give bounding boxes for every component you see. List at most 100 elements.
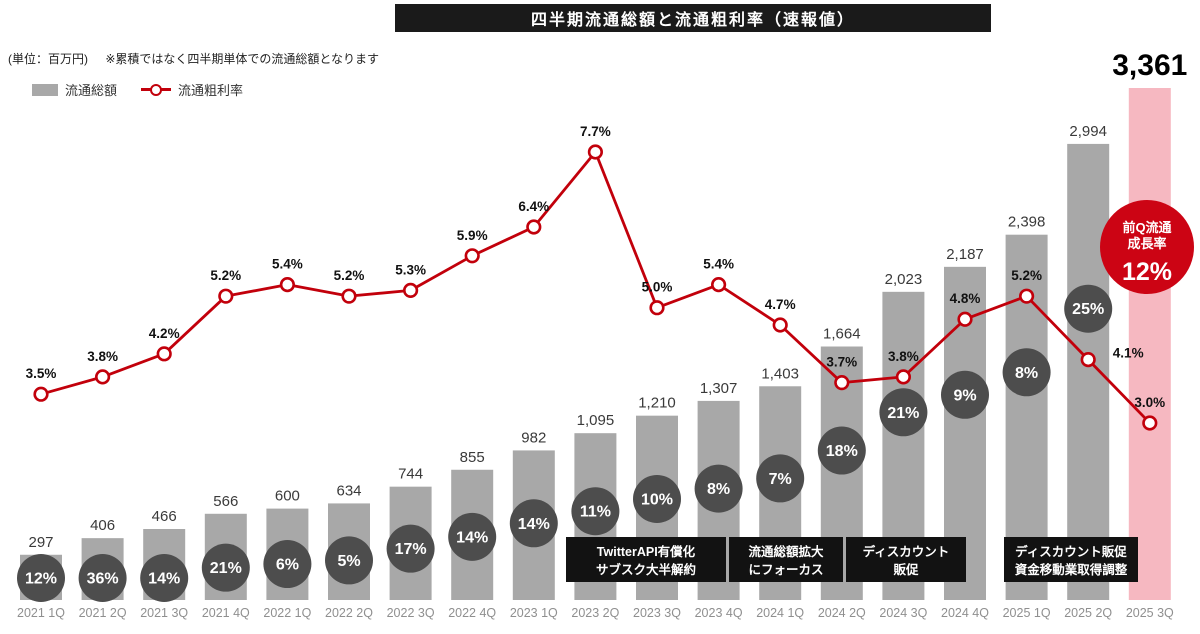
gross-margin-marker <box>94 369 111 385</box>
growth-bubble-label: 7% <box>769 471 792 488</box>
growth-bubble <box>448 512 497 561</box>
x-axis-label: 2023 1Q <box>510 606 558 620</box>
gross-margin-label: 5.0% <box>642 280 673 295</box>
gross-margin-marker <box>834 375 850 391</box>
annotation-box <box>729 537 843 582</box>
x-axis-label: 2024 4Q <box>941 606 989 620</box>
growth-badge-line2: 成長率 <box>1127 236 1166 251</box>
gross-margin-marker <box>1080 351 1096 368</box>
annotation-box <box>846 537 966 582</box>
bar-value-label: 406 <box>90 517 115 534</box>
growth-bubble <box>78 554 127 602</box>
x-axis-label: 2021 3Q <box>140 606 188 620</box>
growth-bubble <box>140 554 189 602</box>
growth-bubble <box>633 474 681 523</box>
legend-item-line: 流通粗利率 <box>141 80 243 99</box>
gross-margin-label: 5.4% <box>703 257 734 272</box>
gross-margin-marker <box>33 386 49 402</box>
annotation-text: にフォーカス <box>748 563 823 577</box>
gross-margin-label: 3.0% <box>1134 395 1165 410</box>
bar-value-label: 2,187 <box>946 246 984 263</box>
cumulative-note: ※累積ではなく四半期単体での流通総額となります <box>105 52 380 66</box>
annotation-text: 販促 <box>893 562 919 577</box>
x-axis-label: 2025 1Q <box>1003 606 1051 620</box>
annotation-text: ディスカウント <box>863 544 950 559</box>
gross-margin-label: 4.2% <box>149 326 180 341</box>
gross-margin-label: 5.2% <box>210 268 241 283</box>
bar-value-label: 982 <box>521 429 546 446</box>
x-axis-label: 2022 1Q <box>263 606 311 620</box>
gross-margin-marker <box>1018 288 1035 304</box>
gross-margin-label: 4.1% <box>1113 346 1144 361</box>
highlight-bar-value-label: 3,361 <box>1112 49 1187 82</box>
bar-value-label: 634 <box>336 482 361 499</box>
growth-bubble <box>263 540 312 589</box>
bar-value-label: 2,398 <box>1008 214 1046 231</box>
gross-margin-marker <box>526 219 542 235</box>
growth-bubble <box>386 524 435 573</box>
bar-value-label: 1,307 <box>700 380 738 397</box>
growth-bubble-label: 11% <box>580 504 611 521</box>
gross-margin-label: 3.8% <box>87 349 118 364</box>
growth-bubble <box>1002 348 1051 397</box>
growth-badge <box>1100 200 1194 294</box>
x-axis-label: 2022 3Q <box>387 606 435 620</box>
gross-margin-label: 3.5% <box>26 366 57 381</box>
line-legend-dot-icon <box>150 83 163 96</box>
gross-margin-marker <box>772 317 788 333</box>
bar-value-label: 744 <box>398 466 423 483</box>
growth-bubble <box>941 370 989 419</box>
x-axis-label: 2024 3Q <box>879 606 927 620</box>
gross-margin-marker <box>649 300 665 316</box>
growth-bubble <box>817 426 866 475</box>
gross-margin-marker <box>341 288 357 304</box>
annotation-text: サブスク大半解約 <box>596 562 696 577</box>
growth-bubble-label: 12% <box>25 571 57 588</box>
legend: 流通総額 流通粗利率 <box>32 80 243 99</box>
growth-bubble <box>1064 284 1113 333</box>
annotation-box <box>566 537 726 582</box>
line-legend-label: 流通粗利率 <box>178 83 244 98</box>
growth-bubble <box>571 487 620 536</box>
bar-value-label: 2,994 <box>1069 123 1107 140</box>
growth-bubble-label: 36% <box>87 571 119 588</box>
gross-margin-label: 3.8% <box>888 349 919 364</box>
growth-bubble <box>879 388 928 437</box>
growth-bubble <box>17 554 65 602</box>
legend-item-bar: 流通総額 <box>32 80 117 99</box>
x-axis-label: 2024 1Q <box>756 606 804 620</box>
gross-margin-label: 3.7% <box>826 355 857 370</box>
bar-value-label: 2,023 <box>885 271 923 288</box>
growth-bubble <box>509 499 558 548</box>
x-axis-label: 2023 4Q <box>695 606 743 620</box>
gross-margin-label: 5.3% <box>395 262 426 277</box>
unit-note: (単位：百万円) <box>8 52 88 66</box>
gross-margin-marker <box>279 277 296 293</box>
gross-margin-label: 4.7% <box>765 297 796 312</box>
chart-notes: (単位：百万円) ※累積ではなく四半期単体での流通総額となります <box>8 50 393 67</box>
gross-margin-marker <box>587 144 604 160</box>
annotation-text: 流通総額拡大 <box>748 544 824 559</box>
bar-value-label: 1,210 <box>638 395 676 412</box>
bar-value-label: 855 <box>460 449 485 466</box>
gross-margin-label: 6.4% <box>518 199 549 214</box>
growth-bubble-label: 9% <box>953 387 976 404</box>
growth-bubble-label: 6% <box>276 557 299 574</box>
growth-bubble-label: 5% <box>337 553 360 570</box>
growth-bubble-label: 21% <box>210 560 242 577</box>
gross-margin-label: 4.8% <box>950 291 981 306</box>
page-title: 四半期流通総額と流通粗利率（速報値） <box>395 4 991 32</box>
bar-value-label: 466 <box>152 508 177 525</box>
x-axis-label: 2024 2Q <box>818 606 866 620</box>
gross-margin-label: 7.7% <box>580 124 611 139</box>
gross-margin-marker <box>1142 415 1158 431</box>
x-axis-label: 2025 2Q <box>1064 606 1112 620</box>
bar-2025-3Q <box>1128 88 1171 600</box>
gross-margin-marker <box>957 311 973 327</box>
x-axis-label: 2022 4Q <box>448 606 496 620</box>
bar-value-label: 297 <box>28 534 53 551</box>
growth-badge-value: 12% <box>1122 258 1172 286</box>
bar-value-label: 600 <box>275 488 300 505</box>
bar-value-label: 1,095 <box>577 412 615 429</box>
